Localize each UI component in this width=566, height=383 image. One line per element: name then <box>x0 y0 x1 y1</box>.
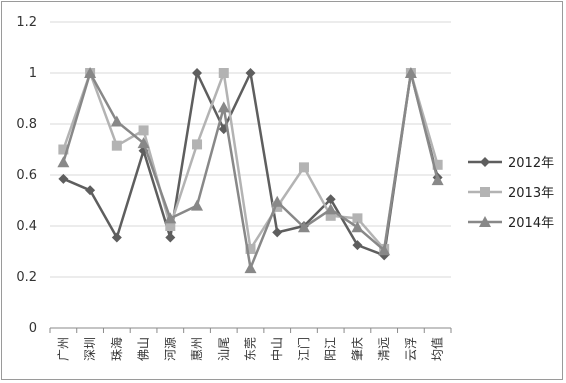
x-axis: 广州 深圳 珠海 佛山 河源 惠州 汕尾 东莞 中山 江门 阳江 肇庆 清远 云浮 均值 <box>49 327 452 361</box>
legend-item: 2013年 <box>468 186 554 201</box>
y-tick-label: 0.6 <box>16 168 37 183</box>
x-tick-label: 广州 <box>56 337 70 361</box>
series-group <box>57 67 444 274</box>
data-point <box>479 216 491 227</box>
data-point <box>165 232 176 243</box>
data-point <box>480 157 490 167</box>
data-point <box>111 232 122 243</box>
data-point <box>271 195 284 207</box>
series-line <box>62 71 439 257</box>
data-point <box>324 203 337 215</box>
data-point <box>245 68 256 78</box>
x-tick-label: 中山 <box>269 337 284 361</box>
data-point <box>218 68 229 78</box>
data-point <box>191 199 204 211</box>
data-point <box>480 187 490 197</box>
data-point <box>431 174 444 186</box>
data-point <box>378 244 391 256</box>
y-tick-label: 1 <box>29 66 37 81</box>
data-point <box>110 115 123 127</box>
data-point <box>352 213 363 224</box>
data-point <box>245 243 256 254</box>
gridlines <box>50 21 451 278</box>
data-point <box>297 221 310 233</box>
data-point <box>85 185 96 196</box>
legend-label: 2013年 <box>508 186 554 201</box>
x-tick-label: 肇庆 <box>349 337 364 361</box>
legend-label: 2014年 <box>508 216 554 231</box>
data-point <box>244 262 257 274</box>
y-tick-label: 0.8 <box>16 117 37 132</box>
data-point <box>352 240 363 251</box>
data-point <box>164 212 177 224</box>
data-point <box>218 124 229 135</box>
data-point <box>217 101 230 113</box>
y-axis-ticks: 0 0.2 0.4 0.6 0.8 1 1.2 <box>16 15 37 336</box>
y-tick-label: 0.2 <box>16 270 37 285</box>
x-tick-label: 珠海 <box>109 337 124 361</box>
data-point <box>192 68 203 78</box>
data-point <box>192 139 203 150</box>
x-tick-label: 汕尾 <box>217 337 231 361</box>
x-tick-label: 云浮 <box>404 337 418 361</box>
legend-item: 2012年 <box>468 156 554 171</box>
data-point <box>84 67 97 78</box>
data-point <box>137 137 150 149</box>
legend: 2012年 2013年 2014年 <box>468 156 554 231</box>
data-point <box>58 173 69 184</box>
y-tick-label: 1.2 <box>16 15 37 30</box>
data-point <box>432 159 443 170</box>
series-2014年 <box>57 67 444 274</box>
legend-label: 2012年 <box>508 156 554 171</box>
series-line <box>62 71 439 251</box>
data-point <box>58 144 69 155</box>
data-point <box>138 125 149 136</box>
x-tick-label: 深圳 <box>83 337 97 361</box>
data-point <box>325 194 336 205</box>
data-point <box>325 210 336 221</box>
data-point <box>272 201 283 212</box>
legend-item: 2014年 <box>468 216 554 231</box>
x-tick-label: 东莞 <box>244 337 258 361</box>
data-point <box>165 221 176 231</box>
series-2012年 <box>58 68 443 261</box>
x-tick-label: 阳江 <box>324 337 338 361</box>
x-tick-label: 河源 <box>163 337 177 361</box>
data-point <box>351 221 364 233</box>
data-point <box>57 156 70 168</box>
y-tick-label: 0 <box>29 321 37 336</box>
y-tick-label: 0.4 <box>16 219 37 234</box>
x-tick-label: 江门 <box>296 337 311 361</box>
x-tick-label: 惠州 <box>190 337 204 361</box>
data-point <box>298 162 309 173</box>
data-point <box>111 140 122 151</box>
data-point <box>272 227 283 238</box>
x-tick-label: 清远 <box>377 337 391 361</box>
data-point <box>404 67 417 78</box>
x-tick-label: 均值 <box>430 337 445 361</box>
x-tick-label: 佛山 <box>137 337 151 361</box>
